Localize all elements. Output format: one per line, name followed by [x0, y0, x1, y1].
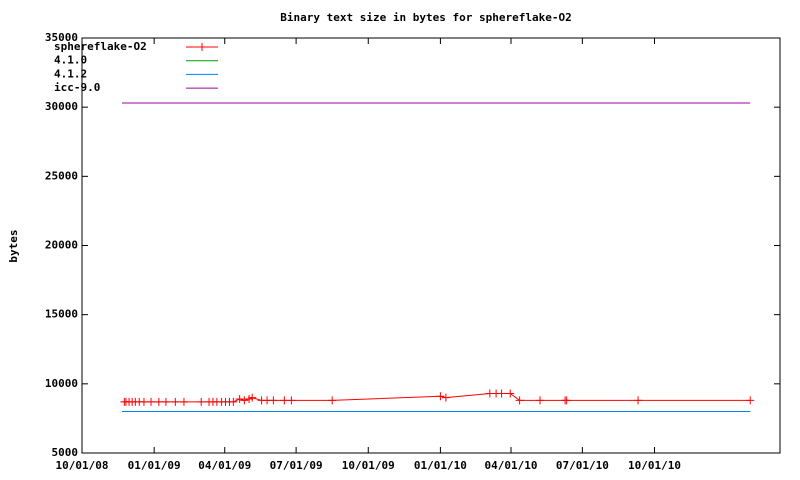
- legend-label: 4.1.2: [54, 67, 87, 80]
- point-marker: [506, 389, 515, 398]
- x-tick-label: 07/01/09: [270, 459, 323, 472]
- point-marker: [235, 395, 244, 404]
- legend-marker: [198, 43, 206, 51]
- point-marker: [179, 397, 188, 406]
- y-axis-label: bytes: [7, 229, 20, 262]
- x-tick-label: 01/01/10: [414, 459, 467, 472]
- point-marker: [229, 397, 238, 406]
- point-marker: [497, 389, 506, 398]
- x-tick-label: 10/01/10: [628, 459, 681, 472]
- plot-border: [81, 37, 781, 454]
- x-tick-label: 10/01/09: [342, 459, 395, 472]
- point-marker: [536, 396, 545, 405]
- point-marker: [441, 393, 450, 402]
- x-tick-label: 01/01/09: [128, 459, 181, 472]
- point-marker: [154, 397, 163, 406]
- x-tick-label: 07/01/10: [556, 459, 609, 472]
- point-marker: [197, 397, 206, 406]
- point-marker: [240, 396, 249, 405]
- point-marker: [139, 397, 148, 406]
- point-marker: [515, 396, 524, 405]
- point-marker: [634, 396, 643, 405]
- x-tick-label: 10/01/08: [56, 459, 109, 472]
- y-tick-label: 25000: [45, 169, 78, 182]
- y-tick-label: 5000: [52, 446, 79, 459]
- point-marker: [436, 392, 445, 401]
- y-tick-label: 15000: [45, 308, 78, 321]
- y-tick-label: 30000: [45, 100, 78, 113]
- point-marker: [280, 396, 289, 405]
- chart-title: Binary text size in bytes for sphereflak…: [280, 11, 571, 24]
- x-tick-label: 04/01/10: [485, 459, 538, 472]
- legend-label: 4.1.0: [54, 54, 87, 67]
- point-marker: [746, 396, 755, 405]
- point-marker: [248, 393, 257, 402]
- point-marker: [328, 396, 337, 405]
- point-marker: [147, 397, 156, 406]
- point-marker: [161, 397, 170, 406]
- legend-label: icc-9.0: [54, 81, 100, 94]
- point-marker: [171, 397, 180, 406]
- x-tick-label: 04/01/09: [198, 459, 251, 472]
- y-tick-label: 10000: [45, 377, 78, 390]
- legend-label: sphereflake-O2: [54, 40, 147, 53]
- y-tick-label: 20000: [45, 239, 78, 252]
- point-marker: [287, 396, 296, 405]
- y-tick-label: 35000: [45, 31, 78, 44]
- series-line: [124, 393, 751, 403]
- point-marker: [562, 396, 571, 405]
- point-marker: [269, 396, 278, 405]
